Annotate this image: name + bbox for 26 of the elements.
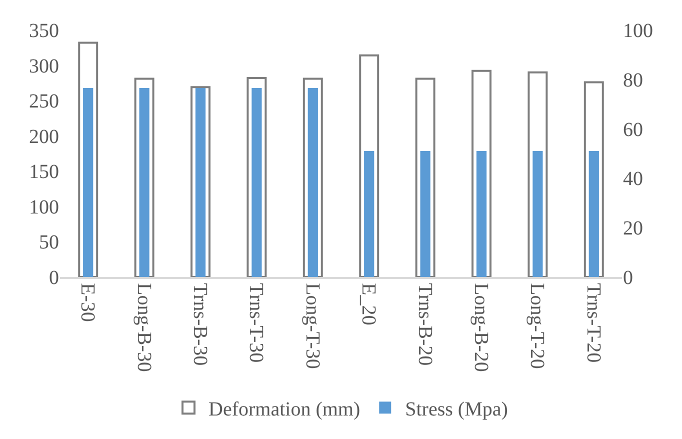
legend-label: Deformation (mm) bbox=[208, 398, 360, 420]
y-tick-label: 200 bbox=[29, 126, 59, 148]
x-tick-label: E-30 bbox=[76, 283, 99, 322]
y-tick-label: 0 bbox=[49, 267, 59, 289]
y-tick-label: 300 bbox=[29, 55, 59, 78]
x-tick-label: Long-B-20 bbox=[470, 283, 492, 372]
x-tick-label: Long-B-30 bbox=[132, 283, 155, 372]
y2-tick-label: 80 bbox=[623, 69, 643, 92]
y2-tick-label: 60 bbox=[623, 118, 643, 141]
x-tick-label: Long-T-20 bbox=[526, 283, 548, 369]
y2-tick-label: 0 bbox=[623, 267, 633, 289]
y-tick-label: 100 bbox=[29, 196, 59, 218]
y2-tick-label: 40 bbox=[623, 168, 643, 190]
y-tick-label: 250 bbox=[29, 90, 59, 113]
y2-tick-label: 20 bbox=[623, 218, 643, 240]
legend-label: Stress (Mpa) bbox=[405, 398, 508, 420]
x-tick-label: E_20 bbox=[358, 283, 380, 326]
y-tick-label: 150 bbox=[29, 161, 59, 184]
x-tick-label: Long-T-30 bbox=[301, 283, 324, 369]
x-tick-label: Trns-T-20 bbox=[582, 283, 604, 363]
y2-tick-label: 100 bbox=[623, 20, 653, 42]
x-tick-label: Trns-B-30 bbox=[189, 283, 211, 366]
y-tick-label: 350 bbox=[29, 20, 59, 42]
x-tick-label: Trns-T-30 bbox=[245, 283, 268, 363]
y-tick-label: 50 bbox=[39, 232, 59, 254]
x-tick-label: Trns-B-20 bbox=[414, 283, 436, 366]
